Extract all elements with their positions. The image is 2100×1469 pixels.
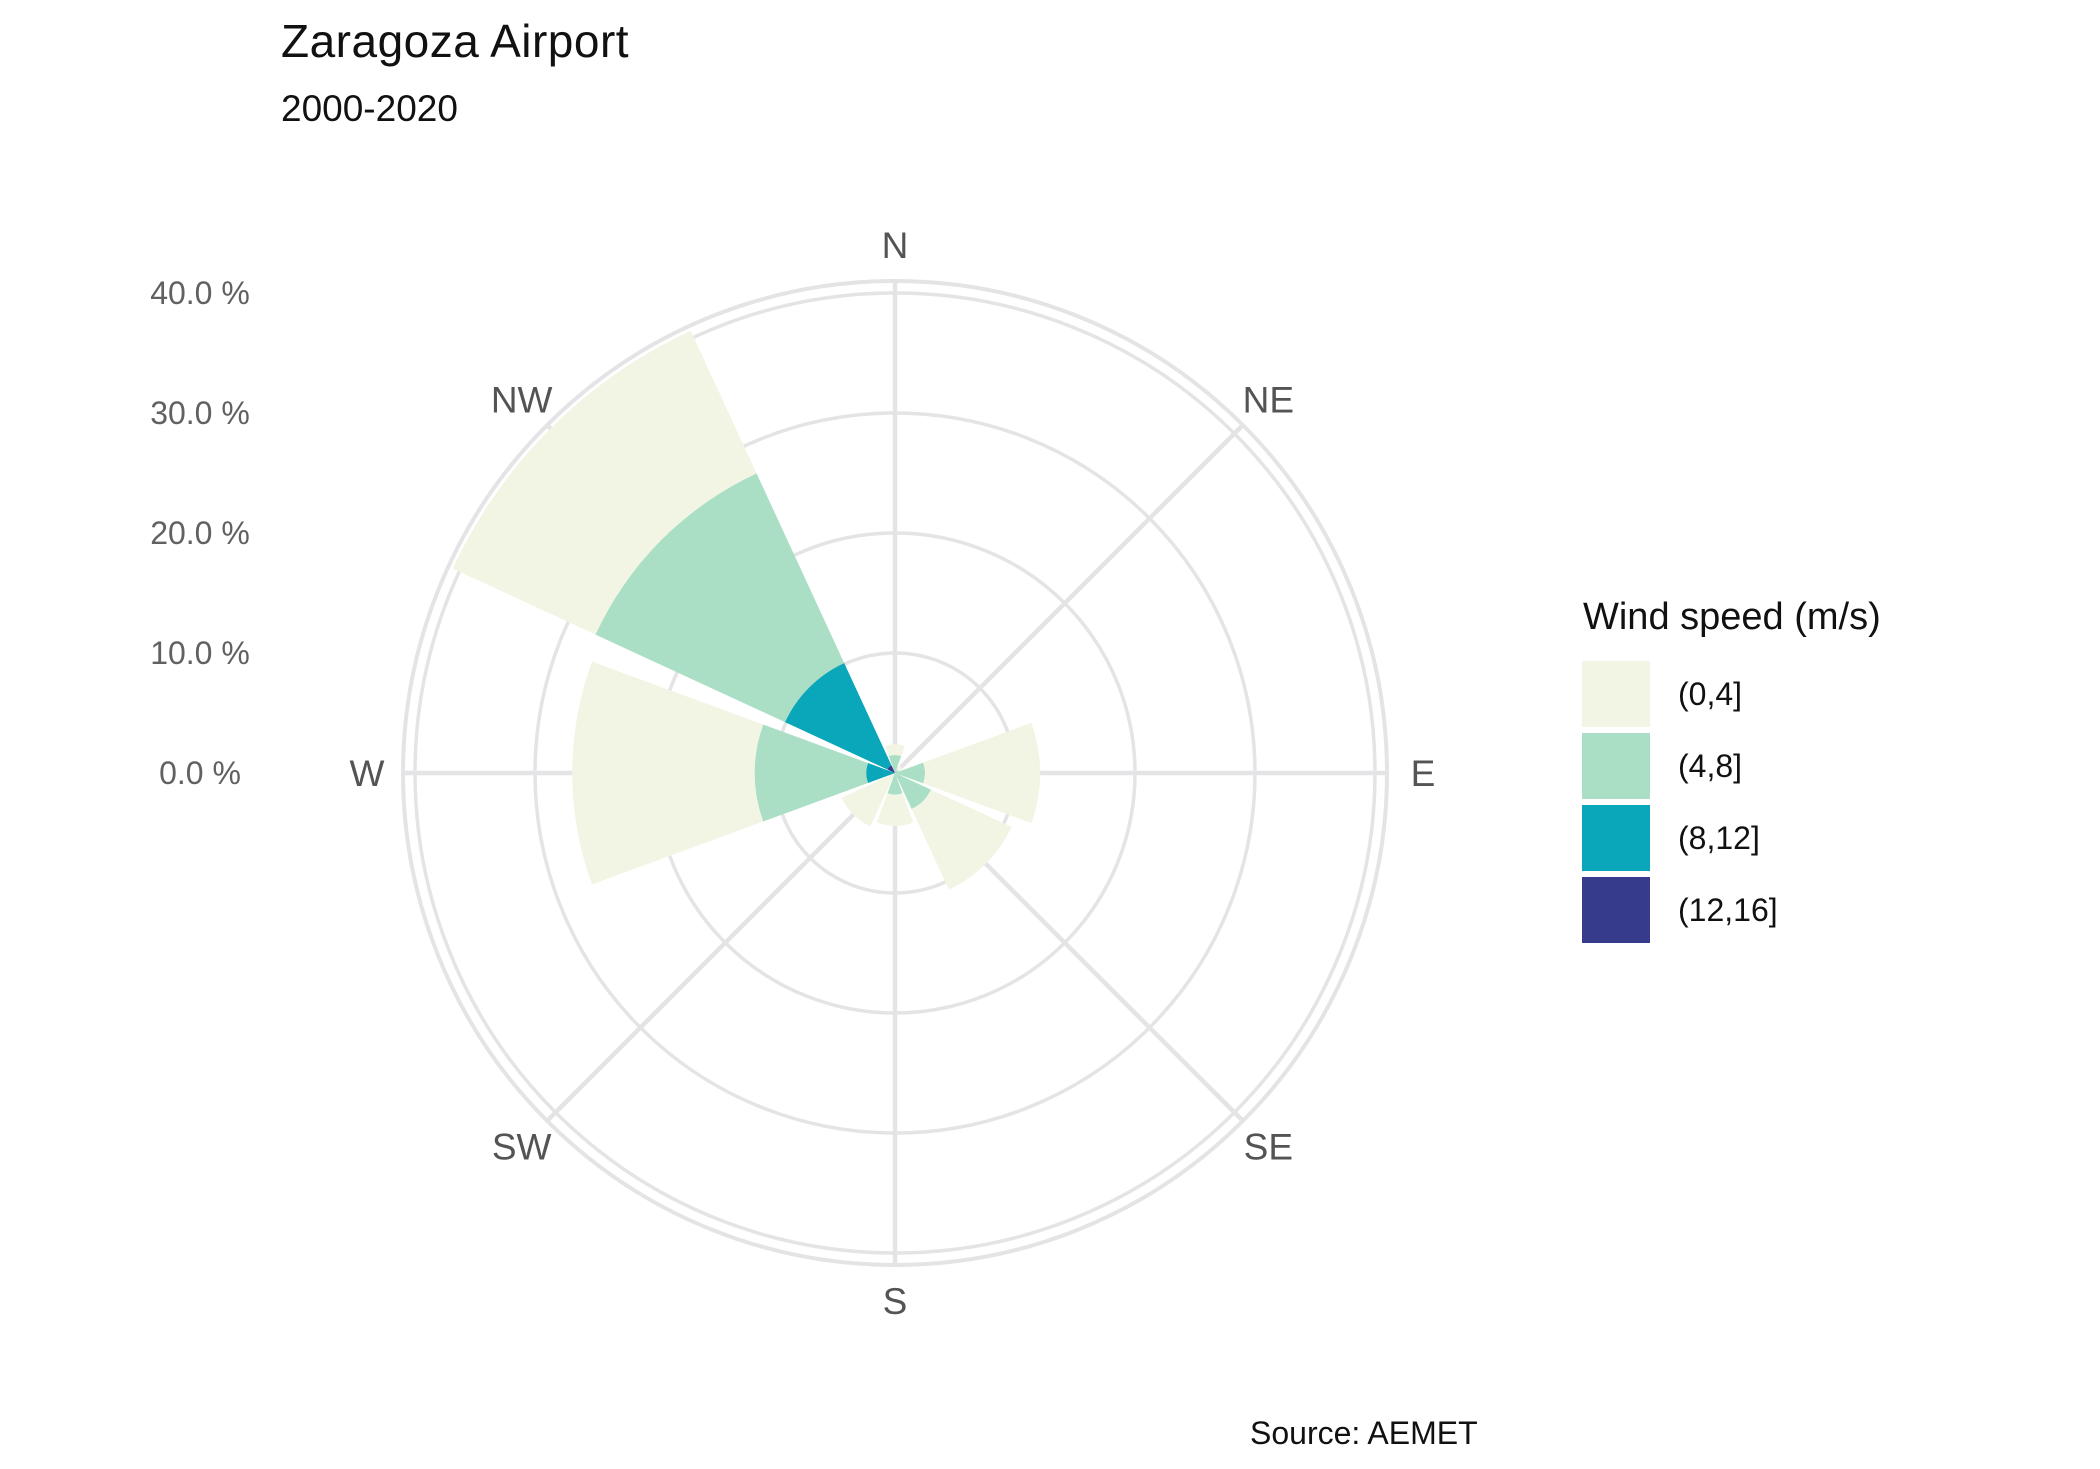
radial-tick-label-30pct: 30.0 % — [150, 395, 250, 431]
radial-tick-label-20pct: 20.0 % — [150, 515, 250, 551]
legend-label-(0,4]: (0,4] — [1678, 675, 1743, 712]
wind-rose-sector-W-(4,8] — [754, 724, 868, 822]
wind-rose-sector-S-(0,4] — [876, 793, 914, 826]
wind-rose-sector-N-(4,8] — [888, 755, 902, 773]
grid-spoke-NE — [893, 423, 1245, 775]
wind-rose-sector-SW-(0,4] — [841, 773, 895, 827]
wind-rose-sector-NE-(4,8] — [895, 769, 899, 773]
legend-label-(8,12]: (8,12] — [1678, 819, 1760, 856]
legend-item-(4,8]: (4,8] — [1582, 733, 2002, 799]
radial-tick-label-0pct: 0.0 % — [159, 755, 241, 791]
wind-rose-sector-E-(4,8] — [895, 762, 925, 784]
wind-rose-sector-W-(8,12] — [866, 763, 895, 783]
legend-swatch-(0,4] — [1582, 661, 1650, 727]
wind-rose-sector-NE-(0,4] — [896, 765, 903, 772]
legend-label-(12,16]: (12,16] — [1678, 891, 1778, 928]
legend-item-(12,16]: (12,16] — [1582, 877, 2002, 943]
wind-rose-sector-NW-(8,12] — [784, 662, 892, 770]
legend-items: (0,4] (4,8] (8,12] (12,16] — [1582, 661, 2002, 943]
radial-tick-label-10pct: 10.0 % — [150, 635, 250, 671]
legend-item-(0,4]: (0,4] — [1582, 661, 2002, 727]
wind-rose-sector-S-(4,8] — [887, 773, 903, 795]
wind-rose-sector-SE-(4,8] — [895, 773, 931, 809]
compass-label-NW: NW — [491, 380, 553, 421]
wind-rose-sector-W-(0,4] — [572, 661, 764, 885]
wind-rose-sector-NW-(0,4] — [452, 330, 757, 635]
source-caption: Source: AEMET — [1250, 1415, 1478, 1451]
compass-label-SE: SE — [1244, 1126, 1293, 1167]
legend-label-(4,8]: (4,8] — [1678, 747, 1743, 784]
legend-title: Wind speed (m/s) — [1583, 596, 1881, 638]
wind-rose-sector-N-(0,4] — [885, 744, 905, 757]
compass-label-NE: NE — [1243, 380, 1294, 421]
compass-label-E: E — [1411, 753, 1436, 794]
legend-swatch-(8,12] — [1582, 805, 1650, 871]
compass-label-W: W — [350, 753, 385, 794]
legend-swatch-(4,8] — [1582, 733, 1650, 799]
wind-rose-sector-SE-(0,4] — [911, 789, 1012, 890]
compass-label-SW: SW — [492, 1126, 552, 1167]
wind-rose-sector-E-(0,4] — [923, 722, 1041, 824]
legend-swatch-(12,16] — [1582, 877, 1650, 943]
chart-subtitle: 2000-2020 — [281, 88, 458, 129]
chart-title: Zaragoza Airport — [281, 15, 630, 67]
compass-label-N: N — [882, 225, 909, 266]
wind-rose-sector-NW-(4,8] — [595, 473, 845, 723]
grid-spoke-SW — [545, 771, 897, 1123]
legend: Wind speed (m/s) (0,4] (4,8] (8,12] (12,16] — [1582, 596, 2002, 943]
wind-rose-sector-NW-(12,16] — [887, 765, 895, 773]
compass-label-S: S — [883, 1281, 908, 1322]
legend-item-(8,12]: (8,12] — [1582, 805, 2002, 871]
radial-tick-label-40pct: 40.0 % — [150, 275, 250, 311]
